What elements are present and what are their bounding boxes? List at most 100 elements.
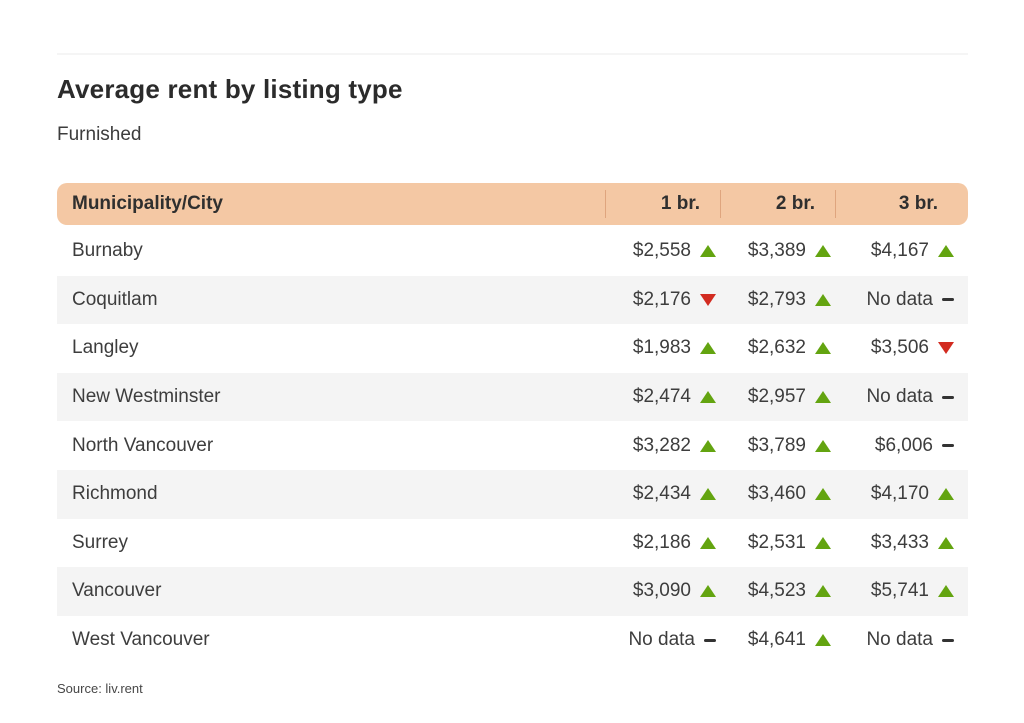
table-row: Vancouver $3,090 $4,523 $5,741 (57, 567, 968, 616)
trend-down-icon (700, 293, 716, 306)
city-cell: Vancouver (72, 580, 162, 602)
rent-value: $3,789 (747, 434, 806, 456)
rent-cell: $2,434 (605, 483, 720, 505)
table-row: Langley $1,983 $2,632 $3,506 (57, 324, 968, 373)
rent-value: $3,506 (870, 337, 929, 359)
city-cell: Langley (72, 337, 139, 359)
rent-cell: $2,176 (605, 289, 720, 311)
rent-value: $2,793 (747, 288, 806, 310)
trend-up-icon (938, 585, 954, 598)
no-change-icon (942, 395, 954, 399)
rent-value: $3,433 (870, 531, 929, 553)
rent-cell: $2,957 (720, 386, 835, 408)
no-change-icon (942, 638, 954, 642)
trend-up-icon (700, 342, 716, 355)
rent-value: $2,434 (632, 483, 691, 505)
table-row: North Vancouver $3,282 $3,789 $6,006 (57, 421, 968, 470)
trend-up-icon (700, 391, 716, 404)
no-change-icon (942, 298, 954, 302)
trend-up-icon (815, 391, 831, 404)
trend-up-icon (938, 536, 954, 549)
table-row: Burnaby $2,558 $3,389 $4,167 (57, 227, 968, 276)
city-cell: Richmond (72, 483, 158, 505)
page-title: Average rent by listing type (57, 74, 403, 104)
column-header-2br: 2 br. (720, 183, 835, 225)
rent-cell: $3,282 (605, 435, 720, 457)
city-cell: North Vancouver (72, 434, 214, 456)
rent-value: $6,006 (874, 434, 933, 456)
rent-value: $2,186 (632, 531, 691, 553)
rent-value: $4,170 (870, 483, 929, 505)
trend-up-icon (815, 634, 831, 647)
rent-cell: $2,558 (605, 240, 720, 262)
trend-up-icon (815, 293, 831, 306)
trend-up-icon (815, 585, 831, 598)
trend-up-icon (815, 245, 831, 258)
rent-table: Municipality/City 1 br. 2 br. 3 br. Burn… (57, 183, 968, 664)
rent-value: $2,176 (632, 288, 691, 310)
rent-value: $1,983 (632, 337, 691, 359)
rent-cell: $2,793 (720, 289, 835, 311)
rent-cell: $3,090 (605, 580, 720, 602)
rent-cell: $2,632 (720, 337, 835, 359)
rent-cell: $2,474 (605, 386, 720, 408)
table-row: New Westminster $2,474 $2,957 No data (57, 372, 968, 422)
trend-up-icon (700, 488, 716, 501)
trend-up-icon (700, 585, 716, 598)
trend-up-icon (815, 439, 831, 452)
rent-cell: $3,506 (835, 337, 968, 359)
rent-cell: No data (605, 629, 720, 651)
rent-value: No data (866, 288, 933, 310)
city-cell: New Westminster (72, 386, 221, 408)
rent-value: $4,523 (747, 580, 806, 602)
trend-up-icon (815, 536, 831, 549)
table-row: Richmond $2,434 $3,460 $4,170 (57, 469, 968, 519)
rent-value: No data (628, 629, 695, 651)
trend-up-icon (815, 342, 831, 355)
rent-cell: $5,741 (835, 580, 968, 602)
rent-cell: $1,983 (605, 337, 720, 359)
rent-value: $5,741 (870, 580, 929, 602)
trend-down-icon (938, 342, 954, 355)
rent-value: $2,558 (632, 240, 691, 262)
rent-value: No data (866, 629, 933, 651)
rent-cell: $3,433 (835, 532, 968, 554)
table-body: Burnaby $2,558 $3,389 $4,167 Coquitlam $2,176… (57, 227, 968, 664)
city-cell: West Vancouver (72, 629, 210, 651)
no-change-icon (704, 638, 716, 642)
rent-value: $2,474 (632, 386, 691, 408)
rent-value: $3,460 (747, 483, 806, 505)
rent-value: $4,167 (870, 240, 929, 262)
table-row: West Vancouver No data $4,641 No data (57, 616, 968, 665)
rent-cell: $6,006 (835, 435, 968, 457)
trend-up-icon (700, 536, 716, 549)
table-header-row: Municipality/City 1 br. 2 br. 3 br. (57, 183, 968, 225)
rent-value: $3,389 (747, 240, 806, 262)
no-change-icon (942, 444, 954, 448)
rent-value: No data (866, 386, 933, 408)
rent-value: $2,632 (747, 337, 806, 359)
rent-cell: No data (835, 289, 968, 311)
table-row: Surrey $2,186 $2,531 $3,433 (57, 519, 968, 568)
rent-cell: $2,531 (720, 532, 835, 554)
city-cell: Coquitlam (72, 288, 158, 310)
trend-up-icon (815, 488, 831, 501)
rent-cell: $3,389 (720, 240, 835, 262)
source-attribution: Source: liv.rent (57, 681, 143, 696)
city-cell: Surrey (72, 531, 128, 553)
trend-up-icon (938, 245, 954, 258)
rent-cell: $4,641 (720, 629, 835, 651)
rent-value: $4,641 (747, 629, 806, 651)
city-cell: Burnaby (72, 240, 143, 262)
rent-cell: $4,523 (720, 580, 835, 602)
rent-value: $2,531 (747, 531, 806, 553)
rent-cell: $2,186 (605, 532, 720, 554)
rent-value: $3,282 (632, 434, 691, 456)
rent-cell: $4,167 (835, 240, 968, 262)
rent-cell: No data (835, 629, 968, 651)
column-header-city: Municipality/City (72, 193, 223, 214)
rent-cell: $3,460 (720, 483, 835, 505)
rent-cell: $3,789 (720, 435, 835, 457)
rent-value: $3,090 (632, 580, 691, 602)
